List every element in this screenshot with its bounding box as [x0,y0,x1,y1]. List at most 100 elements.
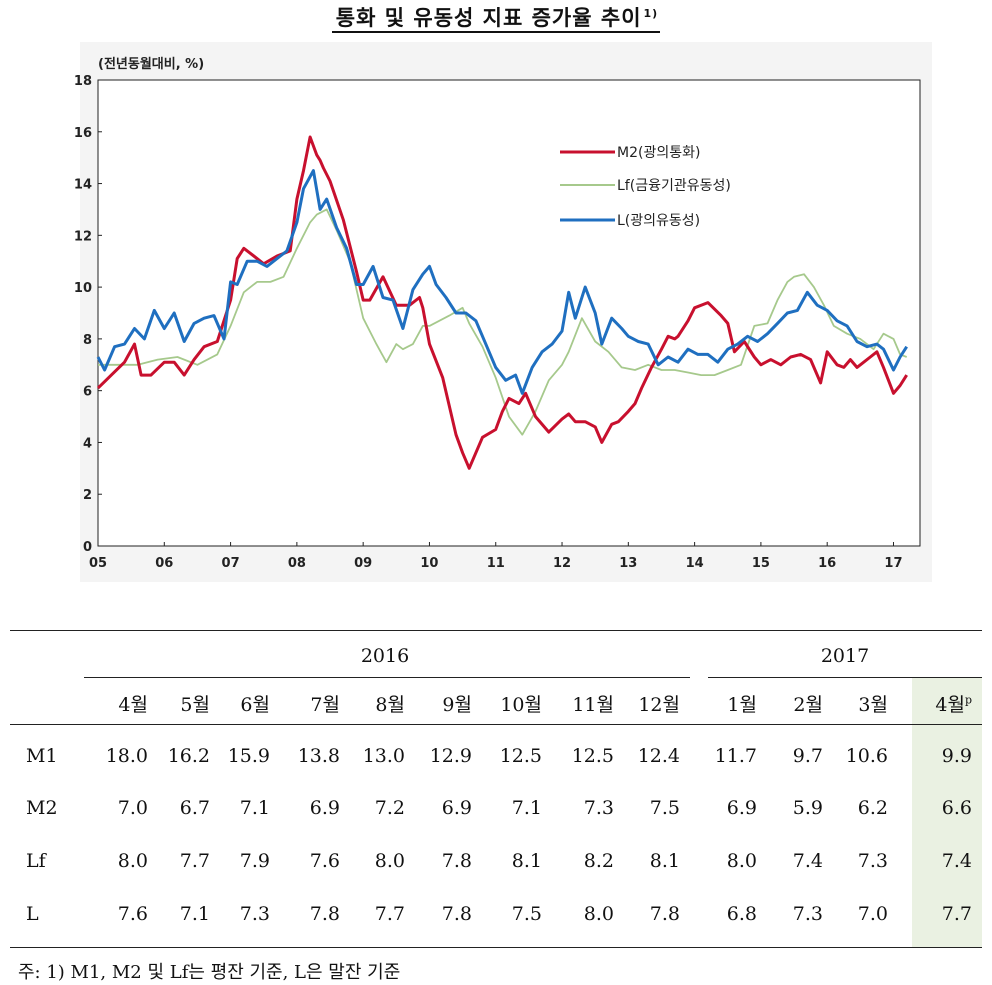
page-title-sup: 1) [643,7,659,20]
month-header: 11월 [572,694,614,716]
y-tick-label: 0 [83,540,92,555]
table-cell: 7.6 [117,903,148,925]
month-header: 10월 [500,694,542,716]
table-cell: 8.1 [511,850,542,872]
table-cell: 7.0 [117,797,148,819]
table-cell: 6.6 [941,797,972,819]
table-cell: 7.3 [583,797,614,819]
table-cell: 8.0 [726,850,757,872]
page-title-text: 통화 및 유동성 지표 증가율 추이 [333,6,644,33]
y-tick-label: 12 [74,229,92,244]
table-cell: 5.9 [792,797,823,819]
month-header: 12월 [638,694,680,716]
table-cell: 6.9 [309,797,340,819]
x-tick-label: 08 [288,556,306,571]
table-cell: 7.4 [941,850,972,872]
table-cell: 6.7 [179,797,210,819]
table-cell: 16.2 [167,745,210,767]
table-cell: 12.9 [429,745,472,767]
table-cell: 12.5 [571,745,614,767]
highlight-column [912,677,982,947]
y-tick-label: 8 [83,333,92,348]
table-cell: 7.2 [374,797,405,819]
table-cell: 7.9 [239,850,270,872]
rule-2016 [84,677,690,678]
y-tick-label: 4 [83,436,92,451]
line-chart: (전년동월대비, %) 0 2 4 6 8 10 12 14 16 18 05 06 07 08 09 10 11… [74,42,932,582]
table-cell: 13.8 [297,745,340,767]
x-tick-label: 10 [420,556,438,571]
table-cell: 7.5 [649,797,680,819]
table-cell: 6.9 [441,797,472,819]
table-cell: 15.9 [227,745,270,767]
month-header: 3월 [858,694,888,716]
table-cell: 7.7 [941,903,972,925]
row-label: M2 [26,797,58,819]
y-tick-label: 14 [74,178,92,193]
table-cell: 7.3 [792,903,823,925]
table-cell: 7.7 [179,850,210,872]
table-cell: 7.0 [857,903,888,925]
x-tick-label: 17 [884,556,902,571]
table-cell: 12.5 [499,745,542,767]
series-line-1 [98,208,908,436]
x-tick-label: 12 [553,556,571,571]
month-header: 1월 [727,694,757,716]
row-label: Lf [26,850,46,872]
month-header: 4월 [118,694,148,716]
y-tick-label: 10 [74,281,92,296]
row-label: M1 [26,745,58,767]
table-top-rule [10,630,982,631]
table-bottom-rule [10,947,982,948]
table-cell: 7.3 [857,850,888,872]
plot-area [97,79,921,547]
y-tick-label: 6 [83,385,92,400]
footnote: 주: 1) M1, M2 및 Lf는 평잔 기준, L은 말잔 기준 [18,962,401,983]
month-header: 4월p [935,693,972,716]
x-tick-label: 07 [222,556,240,571]
table-cell: 11.7 [714,745,757,767]
table-cell: 7.1 [239,797,270,819]
year-header-2017: 2017 [820,645,870,667]
table-cell: 6.9 [726,797,757,819]
table-cell: 6.2 [857,797,888,819]
month-header: 2월 [793,694,823,716]
preliminary-mark: p [964,693,972,707]
y-tick-label: 16 [74,126,92,141]
x-tick-label: 05 [89,556,107,571]
table-cell: 8.0 [374,850,405,872]
table-cell: 13.0 [362,745,405,767]
series-line-2 [96,169,908,395]
x-tick-label: 09 [354,556,372,571]
table-cell: 10.6 [845,745,888,767]
table-cell: 7.8 [441,903,472,925]
x-tick-label: 16 [818,556,836,571]
legend-label: M2(광의통화) [617,145,700,161]
header-rule [10,724,982,725]
y-tick-label: 18 [74,74,92,89]
legend-label: L(광의유동성) [617,213,700,229]
table-cell: 18.0 [105,745,148,767]
y-tick-label: 2 [83,488,92,503]
month-header: 8월 [375,694,405,716]
table-cell: 7.8 [441,850,472,872]
table-cell: 12.4 [637,745,680,767]
legend-label: Lf(금융기관유동성) [617,178,731,194]
table-cell: 7.4 [792,850,823,872]
x-tick-label: 15 [752,556,770,571]
month-header: 7월 [310,694,340,716]
table-cell: 9.7 [792,745,823,767]
table-cell: 7.1 [179,903,210,925]
table-cell: 7.5 [511,903,542,925]
series-line-0 [96,135,908,470]
table-cell: 8.2 [583,850,614,872]
table-cell: 7.1 [511,797,542,819]
month-header: 5월 [180,694,210,716]
table-cell: 6.8 [726,903,757,925]
x-tick-label: 13 [619,556,637,571]
table-cell: 7.6 [309,850,340,872]
table-cell: 7.3 [239,903,270,925]
page-title: 통화 및 유동성 지표 증가율 추이 1) [0,2,992,33]
x-tick-label: 06 [155,556,173,571]
table-cell: 7.7 [374,903,405,925]
